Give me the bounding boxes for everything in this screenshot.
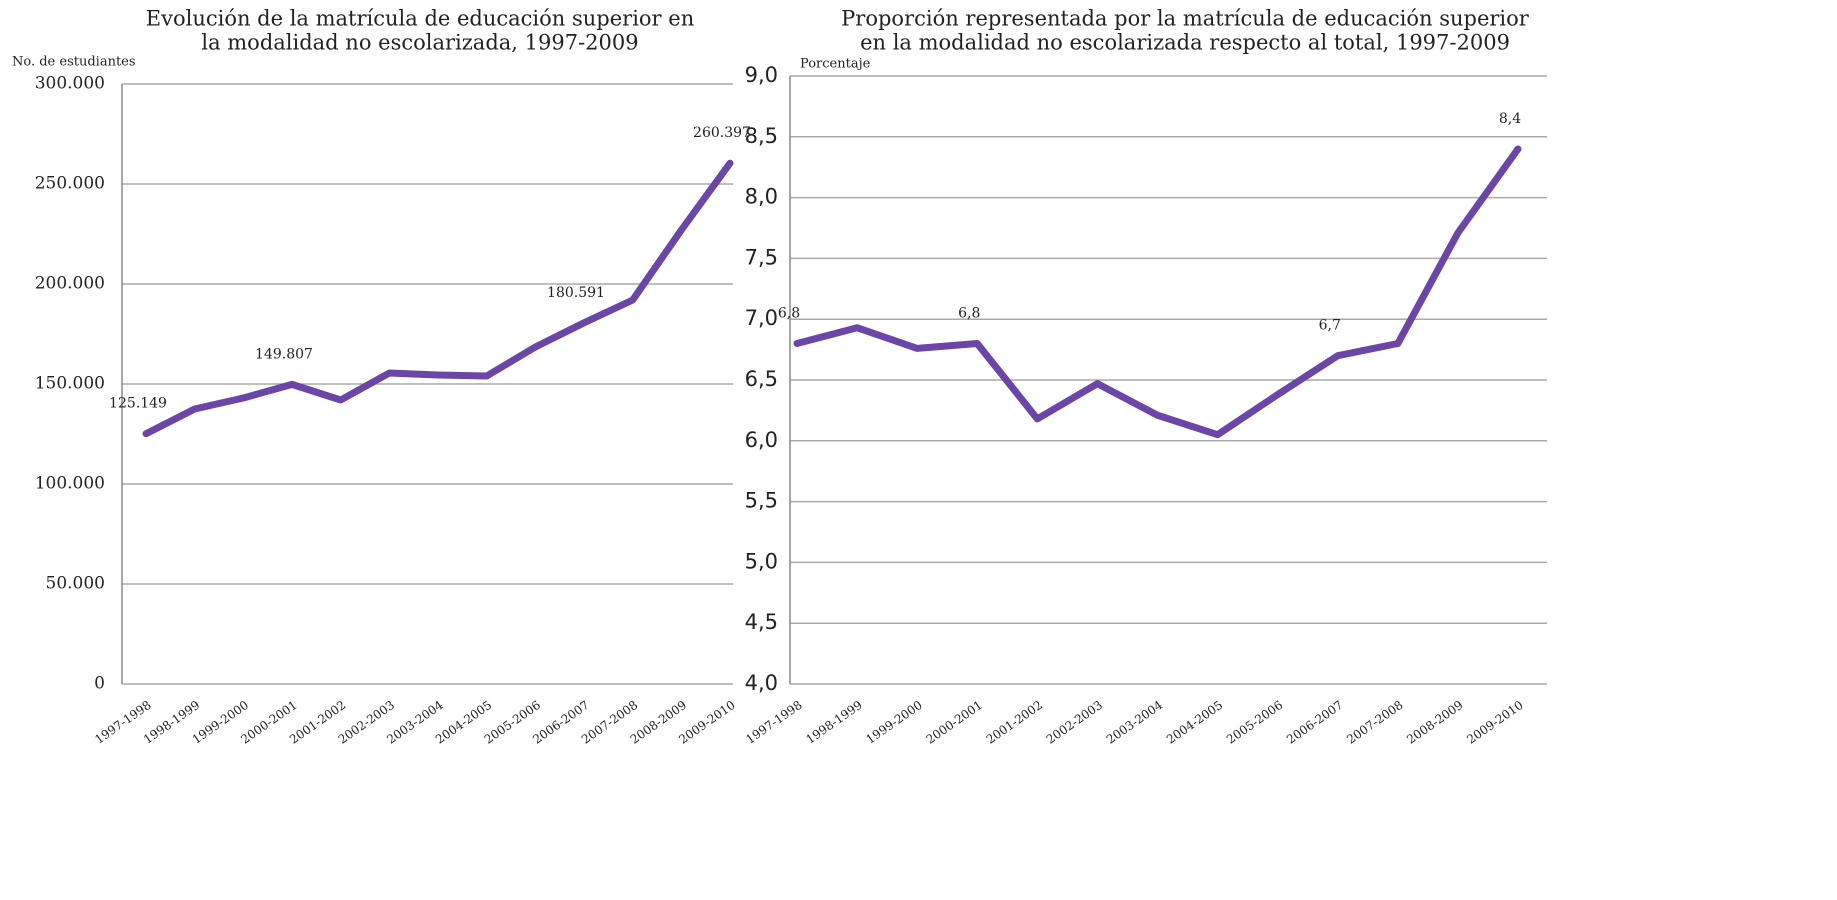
x-tick-label: 2004-2005 [1164, 698, 1225, 747]
y-tick-label: 5,5 [745, 489, 778, 513]
y-tick-label: 7,5 [745, 245, 778, 269]
x-tick-label: 2003-2004 [1104, 698, 1166, 747]
data-line [142, 159, 734, 438]
y-tick-label: 8,5 [745, 124, 778, 148]
x-tick-label: 2001-2002 [984, 698, 1045, 747]
data-label: 6,7 [1319, 318, 1341, 334]
y-tick-label: 8,0 [745, 185, 778, 209]
y-tick-label: 150.000 [35, 374, 105, 394]
x-tick-label: 2009-2010 [1464, 698, 1525, 747]
y-tick-label: 4,5 [745, 610, 778, 634]
data-label: 6,8 [958, 306, 980, 322]
chart-title: Proporción representada por la matrícula… [841, 7, 1530, 31]
y-tick-label: 7,0 [745, 306, 778, 330]
y-tick-label: 100.000 [35, 474, 105, 494]
y-tick-label: 4,0 [745, 671, 778, 695]
x-tick-label: 2007-2008 [1344, 698, 1405, 747]
y-tick-label: 0 [94, 674, 105, 694]
data-line [793, 145, 1522, 439]
x-tick-label: 2005-2006 [1224, 698, 1285, 747]
data-label: 180.591 [547, 285, 605, 301]
x-tick-label: 2006-2007 [1284, 698, 1345, 747]
x-tick-label: 2000-2001 [924, 698, 985, 747]
x-tick-label: 2008-2009 [1404, 698, 1465, 747]
x-tick-label: 1999-2000 [864, 698, 925, 747]
chart-title: la modalidad no escolarizada, 1997-2009 [201, 31, 638, 55]
y-tick-label: 200.000 [35, 274, 105, 294]
data-label: 125.149 [109, 396, 167, 412]
y-tick-label: 250.000 [35, 174, 105, 194]
y-axis-label: Porcentaje [800, 57, 871, 72]
data-label: 149.807 [255, 346, 313, 362]
y-tick-label: 6,0 [745, 428, 778, 452]
x-tick-label: 2002-2003 [1044, 698, 1105, 747]
y-tick-label: 6,5 [745, 367, 778, 391]
data-label: 260.397 [693, 125, 751, 141]
chart-title: en la modalidad no escolarizada respecto… [860, 31, 1510, 55]
y-tick-label: 9,0 [745, 63, 778, 87]
x-tick-label: 1998-1999 [803, 698, 864, 747]
y-axis-label: No. de estudiantes [12, 55, 136, 70]
y-tick-label: 5,0 [745, 549, 778, 573]
y-tick-label: 50.000 [46, 574, 105, 594]
chart-title: Evolución de la matrícula de educación s… [146, 7, 694, 31]
data-label: 6,8 [778, 306, 800, 322]
data-label: 8,4 [1499, 111, 1521, 127]
x-tick-label: 1997-1998 [743, 698, 804, 747]
y-tick-label: 300.000 [35, 74, 105, 94]
